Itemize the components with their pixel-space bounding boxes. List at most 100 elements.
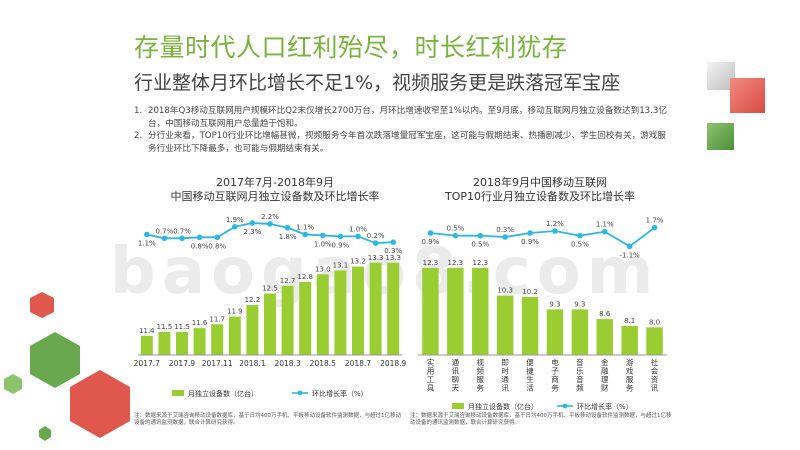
legend-line-marker	[297, 390, 303, 396]
growth-rate-point	[232, 223, 238, 230]
bar	[176, 331, 188, 355]
growth-rate-point	[527, 230, 533, 236]
x-tick-label: 2018.1	[239, 359, 265, 368]
growth-rate-label: 0.2%	[367, 232, 385, 240]
growth-rate-point	[161, 235, 168, 242]
x-tick-label: 电子商务	[551, 357, 559, 393]
growth-rate-label: 1.0%	[349, 225, 367, 233]
x-tick-label: 2017.7	[134, 359, 160, 368]
growth-rate-label: 0.5%	[446, 225, 464, 233]
growth-rate-label: 0.3%	[384, 247, 402, 255]
bar	[496, 295, 514, 355]
bar	[369, 262, 382, 355]
bar-value-label: 11.6	[192, 319, 208, 327]
chart2-title: 2018年9月中国移动互联网 TOP10行业月独立设备数及环比增长率	[405, 176, 675, 204]
bar-value-label: 11.7	[209, 315, 225, 323]
growth-rate-label: 2.3%	[244, 228, 262, 236]
bar-value-label: 8.0	[649, 318, 660, 326]
bar	[521, 296, 539, 355]
x-tick-label: 即时通讯	[501, 358, 509, 393]
bar-value-label: 13.0	[315, 265, 331, 273]
deco-hexagon-green-large	[30, 332, 80, 388]
bar	[228, 316, 241, 355]
bar	[193, 328, 206, 355]
bar	[299, 281, 312, 355]
growth-rate-label: 1.9%	[226, 216, 244, 224]
deco-square-red	[730, 78, 765, 113]
growth-rate-point	[477, 232, 484, 239]
growth-rate-label: 0.9%	[332, 241, 350, 249]
growth-rate-label: 0.7%	[156, 227, 174, 235]
bar	[281, 285, 294, 355]
growth-rate-label: 1.1%	[138, 239, 156, 247]
x-tick-label: 实用工具	[427, 357, 435, 393]
growth-rate-point	[502, 234, 508, 240]
bullet-text: 2018年Q3移动互联网用户规模环比Q2末仅增长2700万台，月环比增速收窄至1…	[148, 106, 667, 129]
growth-rate-point	[196, 234, 203, 241]
growth-rate-point	[267, 221, 273, 227]
growth-rate-point	[626, 243, 633, 250]
growth-rate-label: 1.2%	[546, 220, 564, 228]
bar-value-label: 12.2	[245, 296, 261, 304]
chart1-title-line: 中国移动互联网月独立设备数及环比增长率	[170, 190, 380, 203]
legend-bar-swatch	[172, 390, 184, 396]
legend-bar-label: 月独立设备数（亿台）	[468, 402, 538, 410]
chart2-title-line: TOP10行业月独立设备数及环比增长率	[444, 190, 635, 203]
x-tick-label: 便捷生活	[526, 357, 534, 393]
bar-value-label: 11.5	[174, 323, 190, 331]
bar	[211, 324, 224, 355]
chart1-title: 2017年7月-2018年9月 中国移动互联网月独立设备数及环比增长率	[140, 176, 410, 204]
growth-rate-label: 1.8%	[279, 233, 297, 241]
deco-hexagon-red-small	[30, 292, 54, 318]
chart1-source-note: 注：数据来源于艾瑞咨询移动设备数据库，基于日均400万手机、平板移动设备软件监测…	[134, 413, 402, 426]
growth-rate-label: 0.8%	[191, 242, 209, 250]
legend-line-label: 环比增长率（%）	[577, 402, 633, 410]
x-tick-label: 2017.9	[169, 359, 195, 368]
slide-subtitle: 行业整体月环比增长不足1%，视频服务更是跌落冠军宝座	[134, 72, 621, 94]
bar	[621, 325, 638, 355]
bar-value-label: 12.8	[297, 273, 313, 281]
bullet-text: 分行业来看，TOP10行业环比增幅甚微，视频服务今年首次跌落增量冠军宝座，这可能…	[148, 131, 666, 154]
growth-rate-label: 0.7%	[173, 227, 191, 235]
growth-rate-label: -1.1%	[619, 251, 640, 259]
growth-rate-point	[601, 228, 608, 235]
chart2-source-note: 注：数据来源于艾瑞咨询移动设备数据库，基于日均400万手机、平板移动设备软件监测…	[410, 413, 672, 426]
growth-rate-point	[320, 232, 326, 239]
growth-rate-point	[302, 231, 308, 238]
growth-rate-line	[430, 226, 656, 248]
growth-rate-point	[249, 220, 256, 226]
growth-rate-label: 0.8%	[208, 242, 226, 250]
x-tick-label: 视频服务	[477, 357, 485, 393]
growth-rate-point	[337, 233, 344, 240]
x-tick-label: 音乐音频	[576, 357, 584, 393]
growth-rate-label: 1.1%	[596, 221, 614, 229]
growth-rate-point	[427, 230, 434, 236]
bar	[447, 267, 464, 355]
growth-rate-label: 0.9%	[422, 238, 440, 246]
bar	[352, 266, 364, 355]
growth-rate-point	[577, 232, 583, 239]
x-tick-label: 2018.5	[310, 359, 336, 368]
bar-value-label: 10.3	[497, 287, 513, 295]
bar	[316, 274, 329, 355]
bar	[334, 270, 347, 355]
bar-value-label: 13.1	[333, 261, 349, 269]
bullet-item: 1. 2018年Q3移动互联网用户规模环比Q2末仅增长2700万台，月环比增速收…	[134, 105, 669, 130]
bar-value-label: 12.7	[280, 277, 296, 285]
bar	[546, 309, 564, 355]
bar-value-label: 13.3	[385, 254, 401, 262]
x-tick-label: 游戏服务	[626, 357, 634, 393]
growth-rate-label: 0.9%	[521, 238, 539, 246]
bar-value-label: 12.3	[423, 259, 439, 267]
growth-rate-point	[214, 234, 220, 241]
bullet-number: 2.	[134, 131, 143, 141]
bullet-number: 1.	[134, 106, 143, 116]
growth-rate-label: 2.2%	[261, 213, 279, 221]
growth-rate-point	[355, 233, 361, 240]
growth-rate-label: 0.3%	[496, 226, 514, 234]
bar	[571, 309, 589, 355]
x-tick-label: 2018.3	[274, 359, 300, 368]
bar-value-label: 13.3	[368, 254, 384, 262]
bar-value-label: 9.3	[574, 300, 585, 308]
growth-rate-point	[390, 239, 397, 245]
